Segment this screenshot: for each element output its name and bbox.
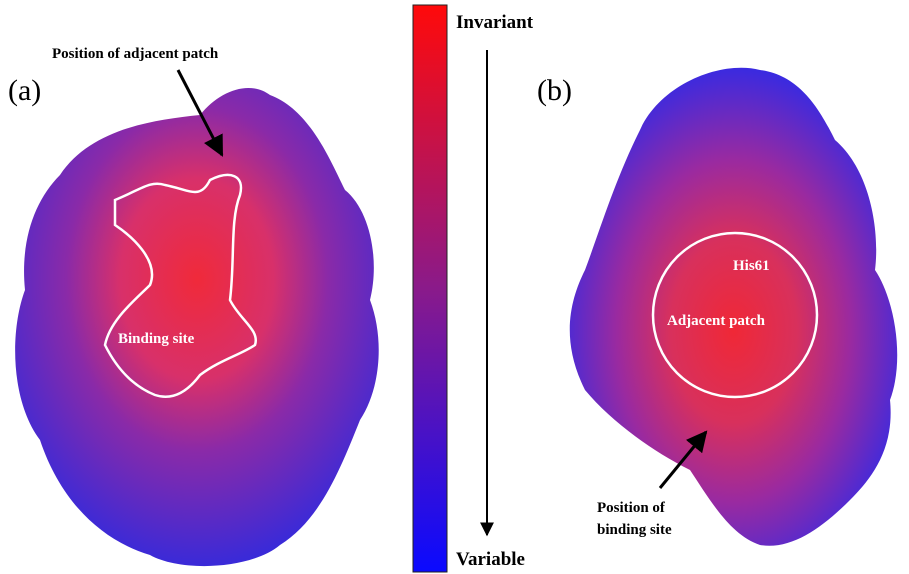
residue-label: His61 (733, 258, 770, 274)
annotation: Position of adjacent patch (52, 46, 219, 62)
panel-label: (a) (8, 74, 41, 107)
annotation: binding site (597, 522, 672, 538)
adjacent-patch-label: Adjacent patch (667, 313, 766, 329)
protein-surface-b (570, 68, 897, 546)
colorbar-top-label: Invariant (456, 12, 534, 33)
panel-label: (b) (537, 74, 572, 107)
protein-surface-a (15, 88, 379, 566)
binding-site-label: Binding site (118, 331, 195, 347)
colorbar (413, 5, 447, 572)
figure: Binding site (a) Position of adjacent pa… (0, 0, 909, 574)
annotation: Position of (597, 500, 666, 516)
colorbar-bottom-label: Variable (456, 549, 525, 570)
